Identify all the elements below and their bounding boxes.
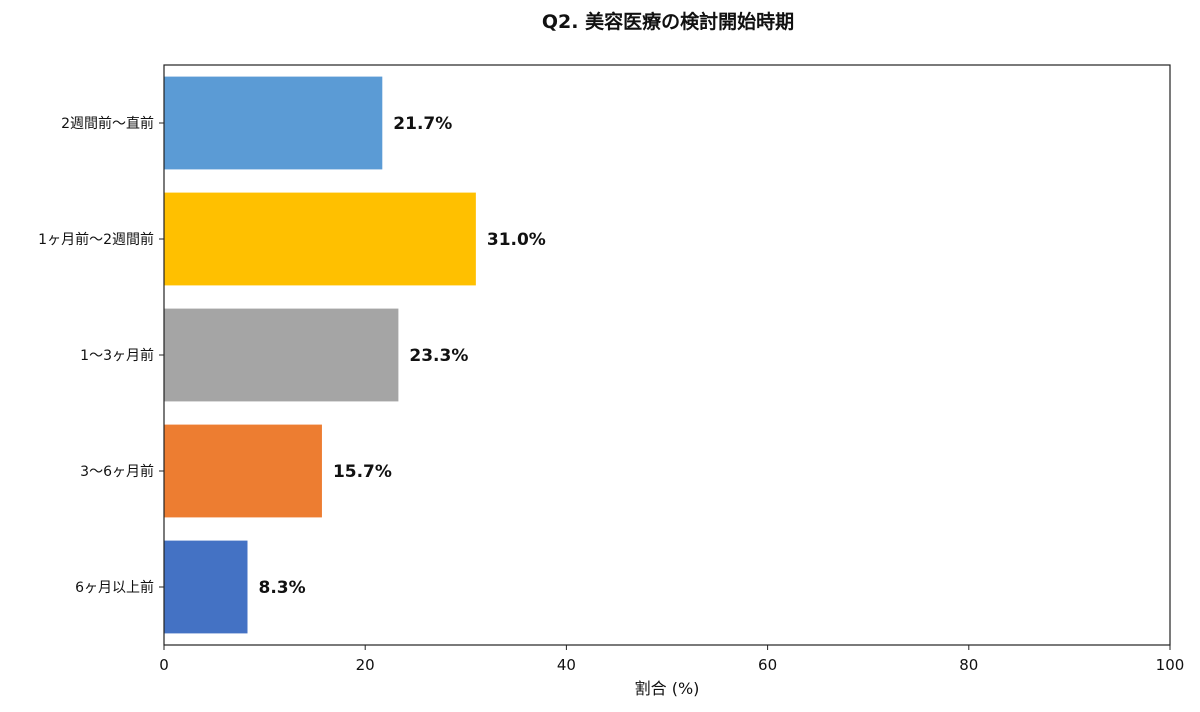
bar-5	[164, 540, 248, 634]
bar-3	[164, 308, 399, 402]
bar-4	[164, 424, 322, 518]
x-axis-label: 割合 (%)	[635, 679, 700, 698]
data-label-5: 8.3%	[258, 578, 305, 598]
chart-title: Q2. 美容医療の検討開始時期	[542, 10, 794, 33]
y-tick-label-2: 1ヶ月前〜2週間前	[38, 231, 154, 248]
data-label-3: 23.3%	[409, 346, 468, 366]
data-label-4: 15.7%	[333, 462, 392, 482]
data-label-1: 21.7%	[393, 114, 452, 134]
data-label-2: 31.0%	[487, 230, 546, 250]
x-tick-label-80: 80	[959, 656, 978, 674]
bar-1	[164, 76, 383, 170]
y-tick-label-3: 1〜3ヶ月前	[80, 347, 154, 364]
y-tick-label-4: 3〜6ヶ月前	[80, 463, 154, 480]
x-tick-label-20: 20	[356, 656, 375, 674]
bar-2	[164, 192, 476, 286]
x-tick-label-0: 0	[159, 656, 169, 674]
x-tick-label-60: 60	[758, 656, 777, 674]
y-tick-label-1: 2週間前〜直前	[61, 115, 154, 132]
y-tick-label-5: 6ヶ月以上前	[75, 579, 154, 596]
x-tick-label-100: 100	[1156, 656, 1185, 674]
x-tick-label-40: 40	[557, 656, 576, 674]
